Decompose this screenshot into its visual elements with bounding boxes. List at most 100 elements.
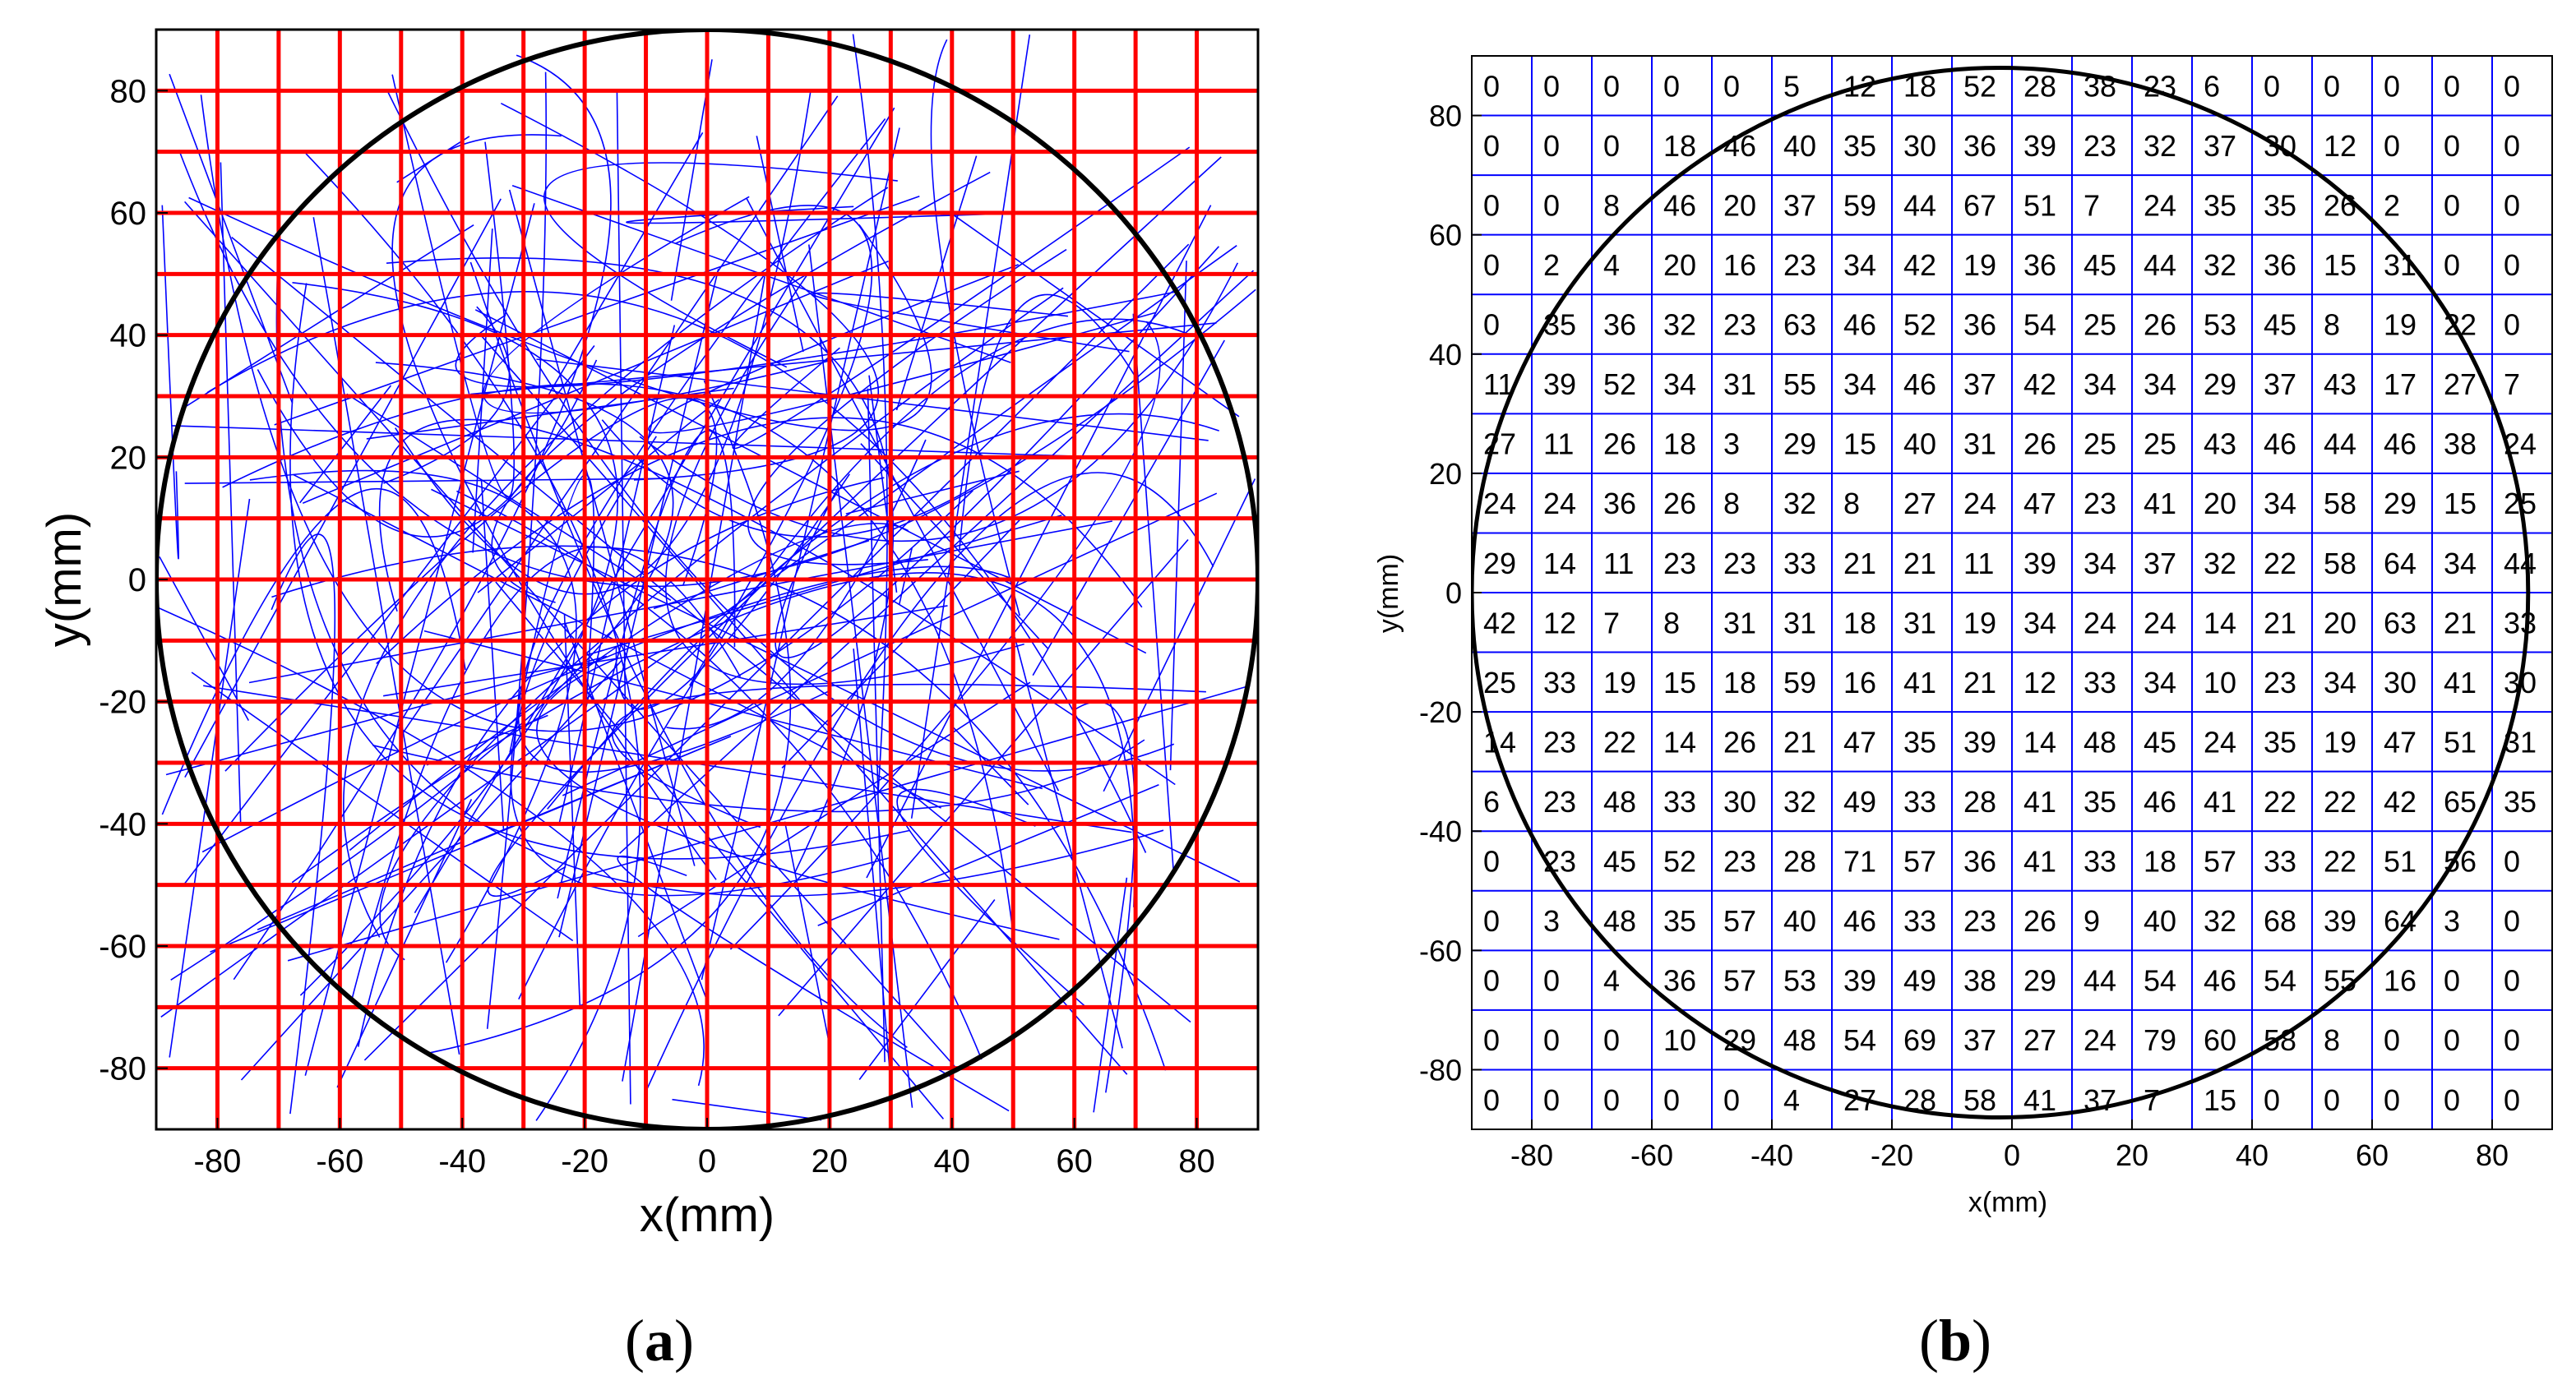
- cell-value: 40: [1783, 904, 1816, 938]
- trajectory-line: [161, 205, 179, 560]
- cell-value: 0: [1483, 69, 1500, 103]
- cell-value: 35: [2083, 785, 2116, 819]
- cell-value: 7: [1603, 606, 1620, 639]
- cell-value: 8: [1663, 606, 1680, 639]
- panel-a-red-grid: [156, 30, 1258, 1129]
- cell-value: 0: [2444, 188, 2460, 222]
- cell-value: 47: [1843, 725, 1876, 759]
- trajectory-line: [248, 520, 1112, 684]
- cell-value: 0: [1483, 308, 1500, 342]
- cell-value: 30: [2384, 666, 2416, 699]
- cell-value: 59: [1843, 188, 1876, 222]
- cell-value: 28: [1783, 845, 1816, 879]
- trajectory-line: [616, 90, 631, 1105]
- cell-value: 0: [2444, 129, 2460, 163]
- cell-value: 24: [2083, 1023, 2116, 1057]
- y-tick-label: 40: [1429, 338, 1462, 372]
- cell-value: 30: [1723, 785, 1756, 819]
- y-tick-label: 80: [1429, 99, 1462, 133]
- cell-value: 52: [1903, 308, 1936, 342]
- cell-value: 34: [2023, 606, 2056, 639]
- cell-value: 71: [1843, 845, 1876, 879]
- trajectory-line: [469, 261, 908, 1049]
- y-tick-label: 60: [110, 196, 147, 232]
- cell-value: 27: [2444, 367, 2477, 401]
- cell-value: 37: [2264, 367, 2296, 401]
- cell-value: 25: [2083, 427, 2116, 461]
- trajectory-line: [474, 309, 1147, 654]
- cell-value: 15: [1663, 666, 1696, 699]
- cell-value: 37: [1963, 367, 1996, 401]
- cell-value: 8: [2324, 1023, 2340, 1057]
- cell-value: 0: [1603, 69, 1620, 103]
- cell-value: 31: [1963, 427, 1996, 461]
- cell-value: 0: [2504, 1083, 2520, 1117]
- cell-value: 68: [2264, 904, 2296, 938]
- cell-value: 26: [2023, 904, 2056, 938]
- cell-value: 29: [1783, 427, 1816, 461]
- cell-value: 69: [1903, 1023, 1936, 1057]
- cell-value: 0: [1603, 1023, 1620, 1057]
- cell-value: 18: [2144, 845, 2176, 879]
- cell-value: 14: [2023, 725, 2056, 759]
- cell-value: 34: [2144, 666, 2176, 699]
- cell-value: 0: [2444, 69, 2460, 103]
- cell-value: 48: [1783, 1023, 1816, 1057]
- trajectory-line: [169, 498, 251, 1058]
- cell-value: 44: [2324, 427, 2356, 461]
- cell-value: 16: [1843, 666, 1876, 699]
- cell-value: 54: [1843, 1023, 1876, 1057]
- cell-value: 0: [2444, 964, 2460, 998]
- cell-value: 20: [1723, 188, 1756, 222]
- cell-value: 33: [1783, 547, 1816, 580]
- cell-value: 35: [1663, 904, 1696, 938]
- cell-value: 46: [1663, 188, 1696, 222]
- trajectory-line: [291, 572, 1135, 907]
- cell-value: 26: [2144, 308, 2176, 342]
- cell-value: 52: [1663, 845, 1696, 879]
- cell-value: 26: [1723, 725, 1756, 759]
- cell-value: 33: [2083, 845, 2116, 879]
- cell-value: 24: [1963, 487, 1996, 520]
- cell-value: 44: [2144, 248, 2176, 282]
- cell-value: 34: [2324, 666, 2356, 699]
- cell-value: 6: [2204, 69, 2220, 103]
- cell-value: 34: [1843, 367, 1876, 401]
- cell-value: 67: [1963, 188, 1996, 222]
- panel-b-label-close: ): [1972, 1308, 1992, 1373]
- cell-value: 39: [2023, 547, 2056, 580]
- cell-value: 40: [1783, 129, 1816, 163]
- panel-a-trajectories: [158, 34, 1256, 1121]
- y-tick-label: 40: [110, 318, 147, 354]
- trajectory-line: [665, 275, 1024, 685]
- cell-value: 34: [2144, 367, 2176, 401]
- cell-value: 35: [2204, 188, 2236, 222]
- cell-value: 0: [1483, 964, 1500, 998]
- y-tick-label: 20: [110, 440, 147, 476]
- panel-b-circle-boundary: [1472, 66, 2531, 1119]
- x-tick-label: 60: [2356, 1138, 2389, 1172]
- trajectory-line: [517, 118, 886, 773]
- cell-value: 23: [1723, 547, 1756, 580]
- panel-b-y-axis: -80 -60 -40 -20 0 20 40 60 80: [1419, 99, 1482, 1087]
- trajectory-line: [401, 95, 839, 735]
- cell-value: 0: [2384, 69, 2400, 103]
- trajectory-line: [601, 419, 987, 538]
- cell-value: 65: [2444, 785, 2477, 819]
- trajectory-line: [747, 248, 1067, 565]
- cell-value: 58: [1963, 1083, 1996, 1117]
- cell-value: 18: [1663, 129, 1696, 163]
- cell-value: 34: [2083, 547, 2116, 580]
- cell-value: 17: [2384, 367, 2416, 401]
- panel-b-chart: 0 0 0 0 0 5 12 18 52 28 38 23 6 0 0 0 0 00 0 0 18 46 40 35 30 36 3…: [1373, 55, 2553, 1218]
- trajectory-line: [648, 264, 1156, 434]
- trajectory-line: [480, 479, 505, 829]
- cell-value: 4: [1603, 964, 1620, 998]
- panel-a-label-letter: a: [644, 1308, 674, 1373]
- trajectory-line: [619, 270, 1255, 854]
- cell-value: 2: [1543, 248, 1560, 282]
- cell-value: 22: [2324, 845, 2356, 879]
- cell-value: 32: [1783, 785, 1816, 819]
- cell-value: 21: [1843, 547, 1876, 580]
- cell-value: 42: [2384, 785, 2416, 819]
